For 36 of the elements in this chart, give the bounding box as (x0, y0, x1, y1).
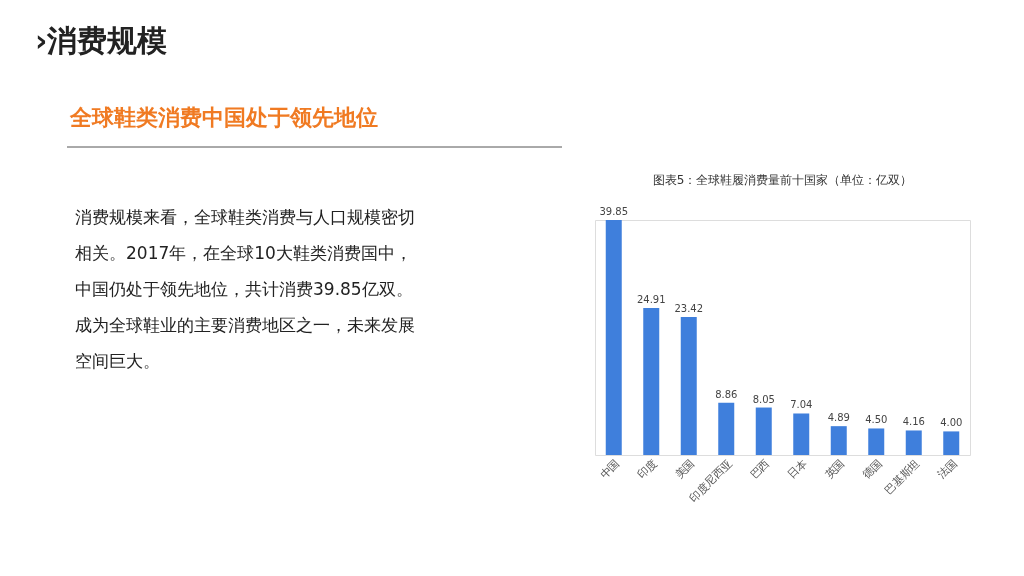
data-label: 8.05 (752, 393, 775, 405)
data-label: 8.86 (715, 388, 738, 400)
x-tick-label: 中国 (597, 456, 623, 482)
text: 空间巨大。 (75, 351, 160, 371)
data-label: 23.42 (674, 302, 704, 314)
bar (755, 407, 772, 455)
x-tick-label: 法国 (934, 456, 960, 482)
x-tick-label: 印度 (634, 456, 660, 482)
x-tick-label: 日本 (784, 456, 810, 482)
text: 相关。2017年，在全球10大鞋类消费国中， (75, 243, 412, 263)
data-label: 4.50 (865, 414, 888, 426)
data-label: 24.91 (636, 294, 666, 306)
bar (905, 430, 922, 455)
data-label: 4.16 (902, 416, 925, 428)
bar (793, 413, 810, 455)
bar (718, 402, 735, 455)
bar (868, 428, 885, 455)
bar (943, 431, 960, 455)
bar (605, 220, 622, 455)
bar (643, 308, 660, 455)
x-tick-label: 英国 (822, 456, 848, 482)
text: 消费规模来看，全球鞋类消费与人口规模密切 (75, 207, 415, 227)
x-tick-label: 德国 (859, 456, 885, 482)
bar (680, 316, 697, 455)
data-label: 4.89 (827, 412, 850, 424)
data-label: 4.00 (940, 417, 963, 429)
text: 成为全球鞋业的主要消费地区之一，未来发展 (75, 315, 415, 335)
data-label: 39.85 (599, 206, 629, 217)
data-label: 7.04 (790, 399, 813, 411)
chart-title: 图表5：全球鞋履消费量前十国家（单位：亿双） (652, 173, 913, 187)
x-tick-label: 美国 (672, 456, 698, 482)
text: 全球鞋类消费中国处于领先地位 (69, 105, 378, 130)
x-tick-label: 巴西 (747, 456, 773, 482)
text: ›消费规模 (35, 23, 168, 58)
bar (830, 426, 847, 455)
text: 中国仍处于领先地位，共计消费39.85亿双。 (75, 279, 413, 299)
